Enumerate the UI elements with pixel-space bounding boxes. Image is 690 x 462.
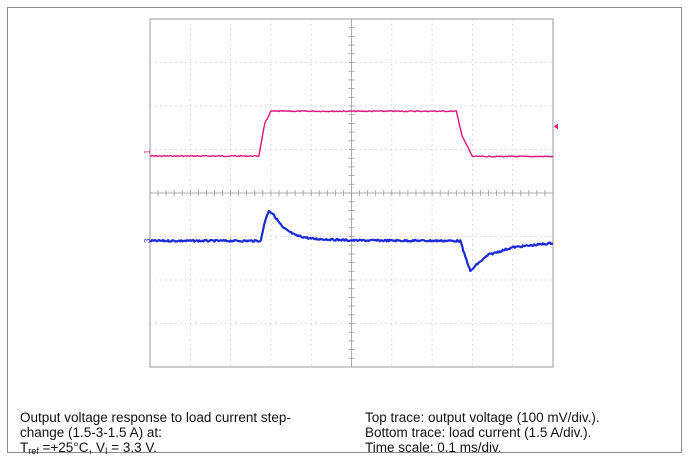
channel-markers: 13 [143,123,558,243]
oscilloscope-plot: 13 [143,18,558,368]
series-line-output-voltage [149,109,554,158]
series-layer [149,109,554,273]
channel-marker: 1 [143,149,152,154]
t-symbol: T [20,440,29,455]
caption-right: Top trace: output voltage (100 mV/div.).… [365,410,685,455]
caption-right-line2: Bottom trace: load current (1.5 A/div.). [365,425,592,440]
caption-left: Output voltage response to load current … [20,410,360,459]
caption-right-line3: Time scale: 0.1 ms/div. [365,440,502,455]
caption-left-line3-mid: =+25°C, V [38,440,105,455]
trigger-marker [554,123,558,130]
axis-ticks [149,18,554,368]
t-subscript: ref [28,446,39,456]
caption-left-line3-end: = 3.3 V. [107,440,157,455]
series-line-load-current [149,209,554,273]
channel-marker: 3 [143,238,152,243]
caption-left-line3: Tref =+25°C, VI = 3.3 V. [20,440,360,459]
caption-right-line1: Top trace: output voltage (100 mV/div.). [365,410,600,425]
caption-left-line1: Output voltage response to load current … [20,410,291,425]
v-subscript: I [104,446,108,456]
caption-left-line2: change (1.5-3-1.5 A) at: [20,425,162,440]
